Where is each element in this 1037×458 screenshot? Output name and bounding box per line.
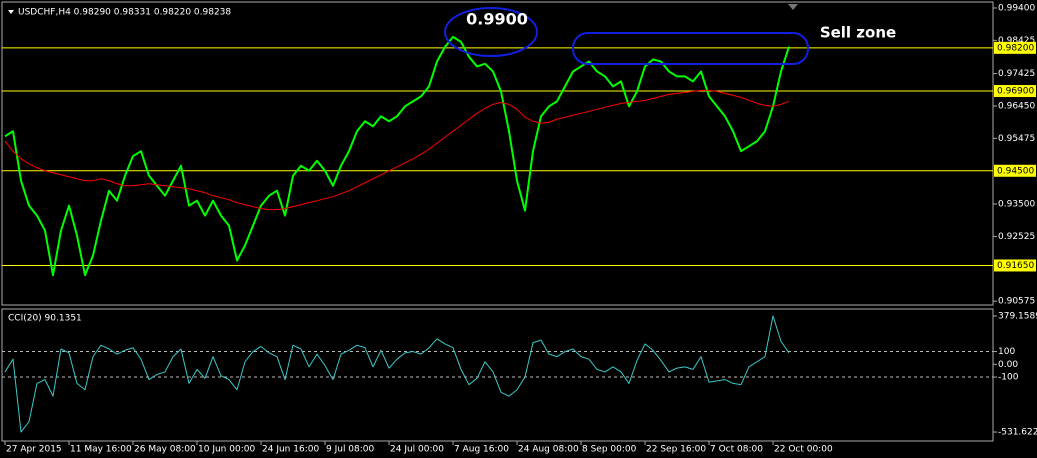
x-tick-label: 22 Oct 00:00	[774, 445, 833, 455]
x-tick-label: 27 Apr 2015	[6, 445, 62, 455]
y-tick-label: 0.90575	[998, 297, 1035, 307]
indicator-title: CCI(20) 90.1351	[8, 314, 82, 324]
y-tick-label: 0.98425	[998, 36, 1035, 46]
x-tick-label: 22 Sep 16:00	[646, 445, 706, 455]
chart-title: USDCHF,H4 0.98290 0.98331 0.98220 0.9823…	[18, 8, 231, 18]
price-panel	[1, 1, 994, 306]
level-label-box	[994, 164, 1036, 177]
x-tick-label: 7 Aug 16:00	[454, 445, 509, 455]
cci-panel	[1, 308, 994, 442]
x-tick-label: 11 May 16:00	[70, 445, 132, 455]
level-label: 0.94500	[997, 166, 1034, 176]
x-tick-label: 26 May 08:00	[134, 445, 196, 455]
y-tick-label: 379.1589	[998, 311, 1037, 321]
y-tick-label: 0.99400	[998, 3, 1035, 13]
highlight-ellipse	[444, 7, 538, 57]
y-tick-label: 0.92525	[998, 232, 1035, 242]
y-tick-label: 0.96450	[998, 101, 1035, 111]
x-tick-label: 8 Sep 00:00	[582, 445, 637, 455]
level-label-box	[994, 41, 1036, 54]
x-tick-label: 7 Oct 08:00	[710, 445, 763, 455]
plot: 0.99400 0.98425 0.97425 0.96450 0.95475 0.935…	[2, 3, 1037, 455]
x-tick-label: 24 Aug 08:00	[518, 445, 579, 455]
menu-arrow	[8, 10, 14, 14]
y-tick-label: 0.95475	[998, 134, 1035, 144]
y-tick-label: 0.00	[998, 360, 1018, 370]
x-tick-label: 24 Jul 00:00	[390, 445, 444, 455]
annotation: 0.9900	[466, 10, 528, 29]
level-label: 0.96900	[997, 87, 1034, 97]
sell-zone-box	[572, 32, 809, 65]
level-label: 0.98200	[997, 43, 1034, 53]
y-tick-label: 0.93500	[998, 200, 1035, 210]
y-tick-label: -100	[998, 373, 1019, 383]
series-line	[4, 35, 790, 277]
y-tick-label: 100	[998, 347, 1015, 357]
shift-marker	[788, 4, 798, 10]
level-label: 0.91650	[997, 261, 1034, 271]
x-tick-label: 10 Jun 00:00	[198, 445, 255, 455]
series-line	[4, 315, 790, 433]
x-tick-label: 24 Jun 16:00	[262, 445, 319, 455]
x-tick-label: 9 Jul 08:00	[326, 445, 375, 455]
level-label-box	[994, 259, 1036, 272]
series-line	[4, 89, 790, 211]
level-label-box	[994, 85, 1036, 98]
annotation: Sell zone	[820, 24, 896, 42]
y-tick-label: -531.6224	[998, 428, 1037, 438]
y-tick-label: 0.97425	[998, 69, 1035, 79]
